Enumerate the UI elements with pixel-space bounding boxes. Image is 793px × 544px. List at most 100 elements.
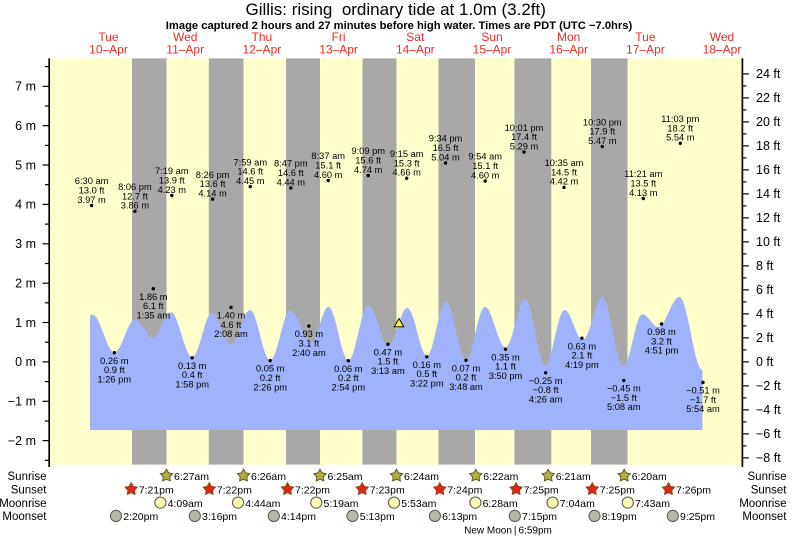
svg-text:2 ft: 2 ft <box>756 331 774 345</box>
svg-text:−2 m: −2 m <box>8 434 36 448</box>
svg-text:0.4 ft: 0.4 ft <box>182 370 203 380</box>
svg-text:15.3 ft: 15.3 ft <box>394 158 420 168</box>
svg-text:7:24pm: 7:24pm <box>447 484 482 496</box>
svg-text:−4 ft: −4 ft <box>756 403 781 417</box>
svg-text:Moonset: Moonset <box>2 511 47 523</box>
svg-text:9:09 pm: 9:09 pm <box>351 146 385 156</box>
svg-text:14.6 ft: 14.6 ft <box>237 167 263 177</box>
svg-text:Fri: Fri <box>332 30 346 44</box>
svg-text:20 ft: 20 ft <box>756 115 781 129</box>
svg-text:3.2 ft: 3.2 ft <box>651 336 672 346</box>
svg-text:2:26 pm: 2:26 pm <box>253 382 287 392</box>
svg-text:Sunset: Sunset <box>11 484 48 496</box>
svg-text:12.7 ft: 12.7 ft <box>122 191 148 201</box>
svg-text:14–Apr: 14–Apr <box>396 42 435 56</box>
svg-text:12–Apr: 12–Apr <box>243 42 282 56</box>
svg-text:0.26 m: 0.26 m <box>100 356 129 366</box>
svg-text:3:50 pm: 3:50 pm <box>489 371 523 381</box>
svg-text:7:59 am: 7:59 am <box>234 157 268 167</box>
svg-text:0 m: 0 m <box>15 355 36 369</box>
svg-text:4:14pm: 4:14pm <box>281 511 316 523</box>
svg-text:−6 ft: −6 ft <box>756 427 781 441</box>
svg-text:24 ft: 24 ft <box>756 67 781 81</box>
svg-text:4.42 m: 4.42 m <box>550 177 579 187</box>
svg-text:18.2 ft: 18.2 ft <box>667 123 693 133</box>
svg-text:3.86 m: 3.86 m <box>121 201 150 211</box>
svg-text:4:19 pm: 4:19 pm <box>565 360 599 370</box>
svg-text:17.9 ft: 17.9 ft <box>589 127 615 137</box>
svg-text:6:30 am: 6:30 am <box>75 176 109 186</box>
svg-text:4.44 m: 4.44 m <box>277 177 306 187</box>
svg-text:3:13 am: 3:13 am <box>371 366 405 376</box>
svg-text:8:47 pm: 8:47 pm <box>274 159 308 169</box>
svg-text:7:25pm: 7:25pm <box>524 484 559 496</box>
svg-text:14 ft: 14 ft <box>756 187 781 201</box>
svg-text:13–Apr: 13–Apr <box>319 42 358 56</box>
svg-text:9:15 am: 9:15 am <box>390 149 424 159</box>
svg-text:17.4 ft: 17.4 ft <box>511 132 537 142</box>
svg-text:11–Apr: 11–Apr <box>166 42 204 56</box>
svg-text:15.6 ft: 15.6 ft <box>355 156 381 166</box>
svg-text:7:25pm: 7:25pm <box>600 484 635 496</box>
svg-text:4.14 m: 4.14 m <box>198 188 227 198</box>
svg-text:7:19 am: 7:19 am <box>155 166 189 176</box>
svg-text:Sunrise: Sunrise <box>8 471 47 483</box>
svg-text:Moonrise: Moonrise <box>739 498 786 510</box>
svg-text:7:22pm: 7:22pm <box>217 484 252 496</box>
svg-text:Sunrise: Sunrise <box>748 471 787 483</box>
svg-text:5:54 am: 5:54 am <box>686 404 720 414</box>
svg-text:5.29 m: 5.29 m <box>510 141 539 151</box>
svg-text:10:30 pm: 10:30 pm <box>583 117 622 127</box>
svg-text:Sat: Sat <box>406 30 425 44</box>
svg-text:3:22 pm: 3:22 pm <box>410 379 444 389</box>
svg-text:2:54 pm: 2:54 pm <box>332 382 366 392</box>
svg-text:6:13pm: 6:13pm <box>442 511 477 523</box>
svg-text:22 ft: 22 ft <box>756 91 781 105</box>
svg-text:7:21pm: 7:21pm <box>139 484 174 496</box>
svg-text:14.6 ft: 14.6 ft <box>278 168 304 178</box>
svg-text:2 m: 2 m <box>15 277 36 291</box>
svg-text:3:48 am: 3:48 am <box>449 382 483 392</box>
svg-text:4 m: 4 m <box>15 198 36 212</box>
svg-text:0.05 m: 0.05 m <box>256 364 285 374</box>
svg-text:9:34 pm: 9:34 pm <box>429 134 463 144</box>
svg-text:5:53am: 5:53am <box>401 498 436 510</box>
svg-text:0.07 m: 0.07 m <box>452 363 481 373</box>
svg-text:13.6 ft: 13.6 ft <box>200 179 226 189</box>
svg-text:15.1 ft: 15.1 ft <box>472 161 498 171</box>
svg-text:0.93 m: 0.93 m <box>295 329 324 339</box>
svg-text:Wed: Wed <box>710 30 734 44</box>
svg-text:1.5 ft: 1.5 ft <box>378 357 399 367</box>
svg-text:17–Apr: 17–Apr <box>626 42 665 56</box>
svg-text:−8 ft: −8 ft <box>756 451 781 465</box>
svg-text:13.5 ft: 13.5 ft <box>630 179 656 189</box>
svg-text:Tue: Tue <box>635 30 656 44</box>
svg-text:6:27am: 6:27am <box>174 471 209 483</box>
svg-text:4.23 m: 4.23 m <box>158 185 187 195</box>
svg-text:7 m: 7 m <box>15 80 36 94</box>
svg-text:4 ft: 4 ft <box>756 307 774 321</box>
svg-text:6 ft: 6 ft <box>756 283 774 297</box>
svg-text:0.5 ft: 0.5 ft <box>416 369 437 379</box>
svg-text:1.86 m: 1.86 m <box>139 292 168 302</box>
svg-text:4.13 m: 4.13 m <box>629 188 658 198</box>
svg-text:5:19am: 5:19am <box>324 498 359 510</box>
svg-text:6:20am: 6:20am <box>632 471 667 483</box>
svg-text:7:15pm: 7:15pm <box>522 511 557 523</box>
svg-text:−1.5 ft: −1.5 ft <box>611 393 638 403</box>
svg-text:−1.7 ft: −1.7 ft <box>690 395 717 405</box>
svg-text:4:09am: 4:09am <box>168 498 203 510</box>
svg-text:1.1 ft: 1.1 ft <box>495 362 516 372</box>
svg-text:11:03 pm: 11:03 pm <box>661 114 699 124</box>
svg-text:7:43am: 7:43am <box>635 498 670 510</box>
svg-text:−2 ft: −2 ft <box>756 379 781 393</box>
svg-text:6:21am: 6:21am <box>556 471 591 483</box>
svg-text:10 ft: 10 ft <box>756 235 781 249</box>
svg-text:10:35 am: 10:35 am <box>545 158 584 168</box>
svg-text:5.47 m: 5.47 m <box>588 136 617 146</box>
svg-text:Image captured 2 hours and 27: Image captured 2 hours and 27 minutes be… <box>166 20 633 32</box>
svg-text:0.06 m: 0.06 m <box>334 364 363 374</box>
svg-text:−0.8 ft: −0.8 ft <box>533 385 560 395</box>
svg-text:10:01 pm: 10:01 pm <box>505 123 544 133</box>
svg-text:0 ft: 0 ft <box>756 355 774 369</box>
